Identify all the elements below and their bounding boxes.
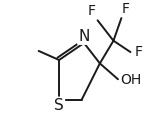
Text: N: N	[78, 29, 90, 44]
Text: OH: OH	[120, 73, 141, 87]
Text: F: F	[135, 45, 143, 59]
Text: S: S	[54, 98, 64, 113]
Text: F: F	[122, 2, 130, 16]
Text: F: F	[88, 4, 96, 18]
